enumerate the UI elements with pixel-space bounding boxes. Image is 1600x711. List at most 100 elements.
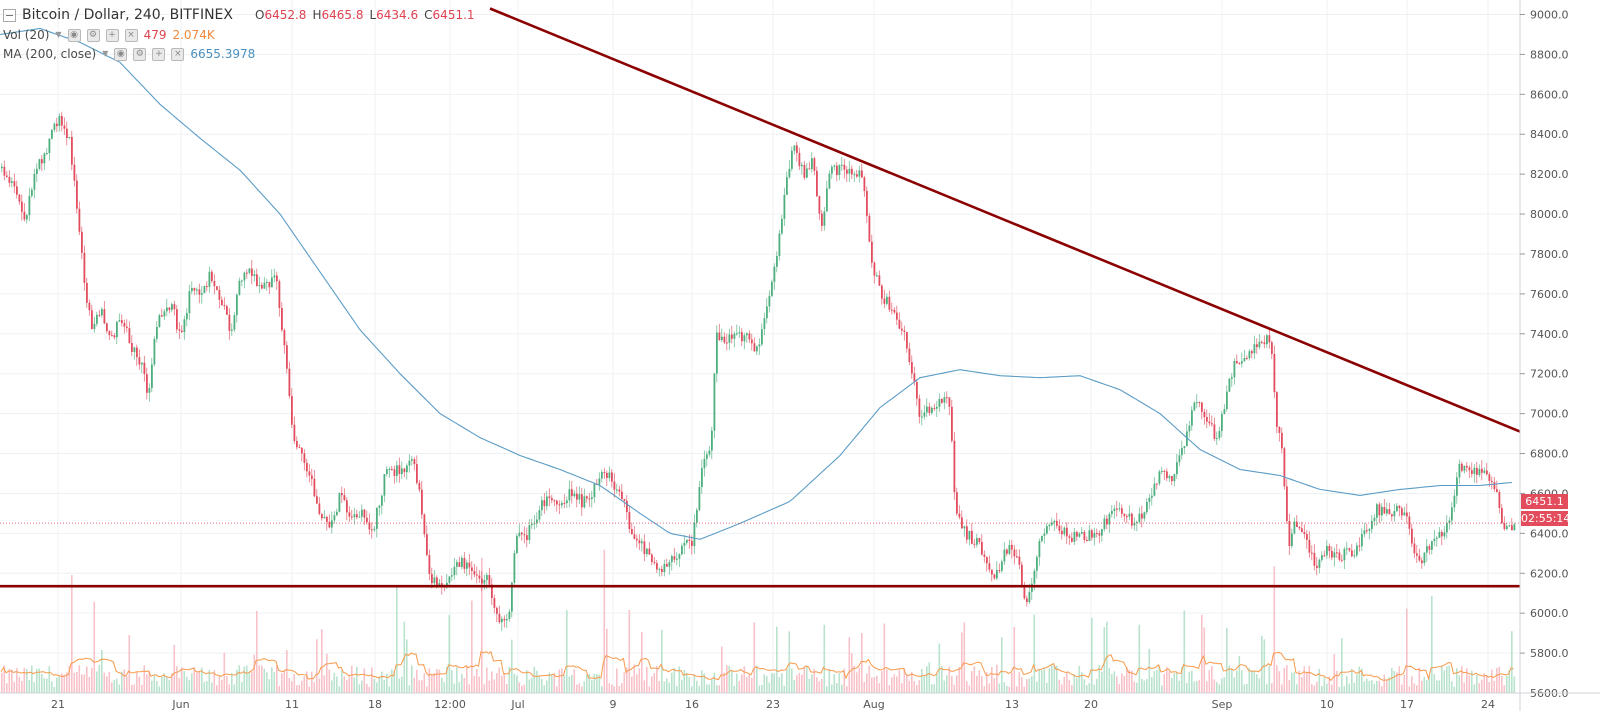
- time-axis[interactable]: 21 Jun 11 18 12:00 Jul 9 16 23 Aug 13 20 Sep 10 17 24: [0, 692, 1600, 711]
- volume-bar: [763, 674, 766, 693]
- candle-body: [1133, 522, 1136, 526]
- candle-body: [528, 525, 531, 540]
- volume-bar: [993, 678, 996, 693]
- volume-bar: [318, 678, 321, 693]
- candle-body: [226, 306, 228, 315]
- candle-body: [181, 330, 183, 333]
- candle-body: [468, 562, 471, 568]
- candle-body: [1323, 555, 1326, 557]
- volume-bar: [703, 673, 706, 693]
- volume-bar: [1261, 635, 1263, 693]
- settings-icon[interactable]: ⚙: [133, 47, 147, 61]
- candle-body: [1326, 545, 1328, 556]
- volume-bar: [913, 680, 916, 693]
- volume-bar: [593, 674, 596, 693]
- candle-body: [1301, 528, 1303, 533]
- candle-body: [558, 504, 561, 506]
- settings-icon[interactable]: ⚙: [86, 28, 100, 42]
- candle-body: [928, 406, 931, 413]
- price-tick-label: 5800.0: [1530, 647, 1569, 660]
- candle-body: [346, 500, 348, 513]
- symbol-title[interactable]: Bitcoin / Dollar, 240, BITFINEX: [22, 7, 233, 23]
- ma-label[interactable]: MA (200, close): [3, 47, 97, 61]
- add-icon[interactable]: +: [105, 28, 119, 42]
- volume-bar: [231, 672, 233, 693]
- volume-bar: [1331, 684, 1333, 693]
- volume-bar: [1378, 680, 1381, 693]
- price-axis[interactable]: 9000.0 8800.0 8600.0 8400.0 8200.0 8000.0 7800…: [1519, 0, 1569, 711]
- volume-bar: [1281, 684, 1283, 693]
- volume-bar: [371, 667, 373, 693]
- candle-body: [423, 514, 426, 535]
- candle-body: [601, 472, 603, 479]
- symbol-legend: Bitcoin / Dollar, 240, BITFINEX O6452.8 …: [3, 7, 475, 23]
- volume-bar: [521, 685, 523, 693]
- volume-bar: [611, 684, 613, 693]
- drawn-trendlines[interactable]: [0, 7, 1521, 588]
- candle-body: [1008, 544, 1011, 554]
- candle-body: [563, 502, 566, 504]
- candle-body: [338, 493, 341, 512]
- chevron-down-icon[interactable]: ▼: [102, 49, 109, 58]
- volume-bar: [1123, 675, 1126, 693]
- volume-bar: [1116, 676, 1118, 693]
- candle-body: [1276, 392, 1278, 427]
- candle-body: [1046, 526, 1048, 534]
- candle-body: [243, 272, 246, 281]
- volume-bar: [1216, 682, 1218, 693]
- candle-body: [703, 458, 706, 469]
- volume-label[interactable]: Vol (20): [3, 28, 50, 42]
- eye-icon[interactable]: ◉: [114, 47, 128, 61]
- candle-body: [1058, 525, 1061, 531]
- candle-body: [946, 397, 948, 399]
- volume-bar: [3, 665, 6, 693]
- volume-bar: [953, 684, 956, 693]
- candle-body: [1051, 522, 1053, 525]
- volume-bar: [973, 666, 976, 693]
- chevron-down-icon[interactable]: ▼: [55, 30, 62, 39]
- candle-body: [1421, 560, 1423, 564]
- downtrend-line[interactable]: [489, 7, 1521, 433]
- candle-body: [73, 164, 76, 181]
- volume-bar: [683, 669, 686, 693]
- volume-bar: [883, 623, 886, 693]
- candle-body: [6, 175, 8, 177]
- candle-body: [1386, 509, 1388, 514]
- candle-body: [693, 522, 696, 547]
- candle-body: [246, 272, 248, 274]
- candle-body: [1211, 423, 1213, 425]
- volume-bar: [233, 684, 236, 693]
- volume-bar: [761, 684, 763, 693]
- candle-body: [718, 332, 721, 341]
- volume-bar: [43, 678, 46, 693]
- volume-bar: [1411, 676, 1413, 693]
- candle-body: [176, 309, 178, 330]
- candle-body: [1256, 344, 1258, 348]
- candle-body: [1311, 552, 1313, 554]
- candle-body: [1341, 559, 1343, 561]
- volume-bar: [1418, 667, 1421, 693]
- volume-bar: [516, 675, 518, 693]
- price-tick-label: 8600.0: [1530, 88, 1569, 101]
- collapse-legend-icon[interactable]: [3, 8, 16, 22]
- candle-body: [1018, 556, 1021, 565]
- volume-bar: [583, 681, 586, 693]
- volume-bar: [706, 684, 708, 693]
- volume-bar: [841, 684, 843, 693]
- close-icon[interactable]: ×: [171, 47, 185, 61]
- volume-bar: [1006, 686, 1008, 693]
- candle-body: [273, 275, 276, 278]
- volume-bar: [156, 681, 158, 693]
- add-icon[interactable]: +: [152, 47, 166, 61]
- candle-body: [548, 496, 551, 499]
- candle-body: [158, 315, 161, 327]
- candle-body: [361, 509, 363, 517]
- close-icon[interactable]: ×: [124, 28, 138, 42]
- volume-bar: [141, 684, 143, 693]
- eye-icon[interactable]: ◉: [67, 28, 81, 42]
- candle-body: [478, 575, 481, 579]
- candle-body: [283, 330, 286, 346]
- candle-body: [501, 618, 503, 623]
- volume-bar: [411, 665, 413, 693]
